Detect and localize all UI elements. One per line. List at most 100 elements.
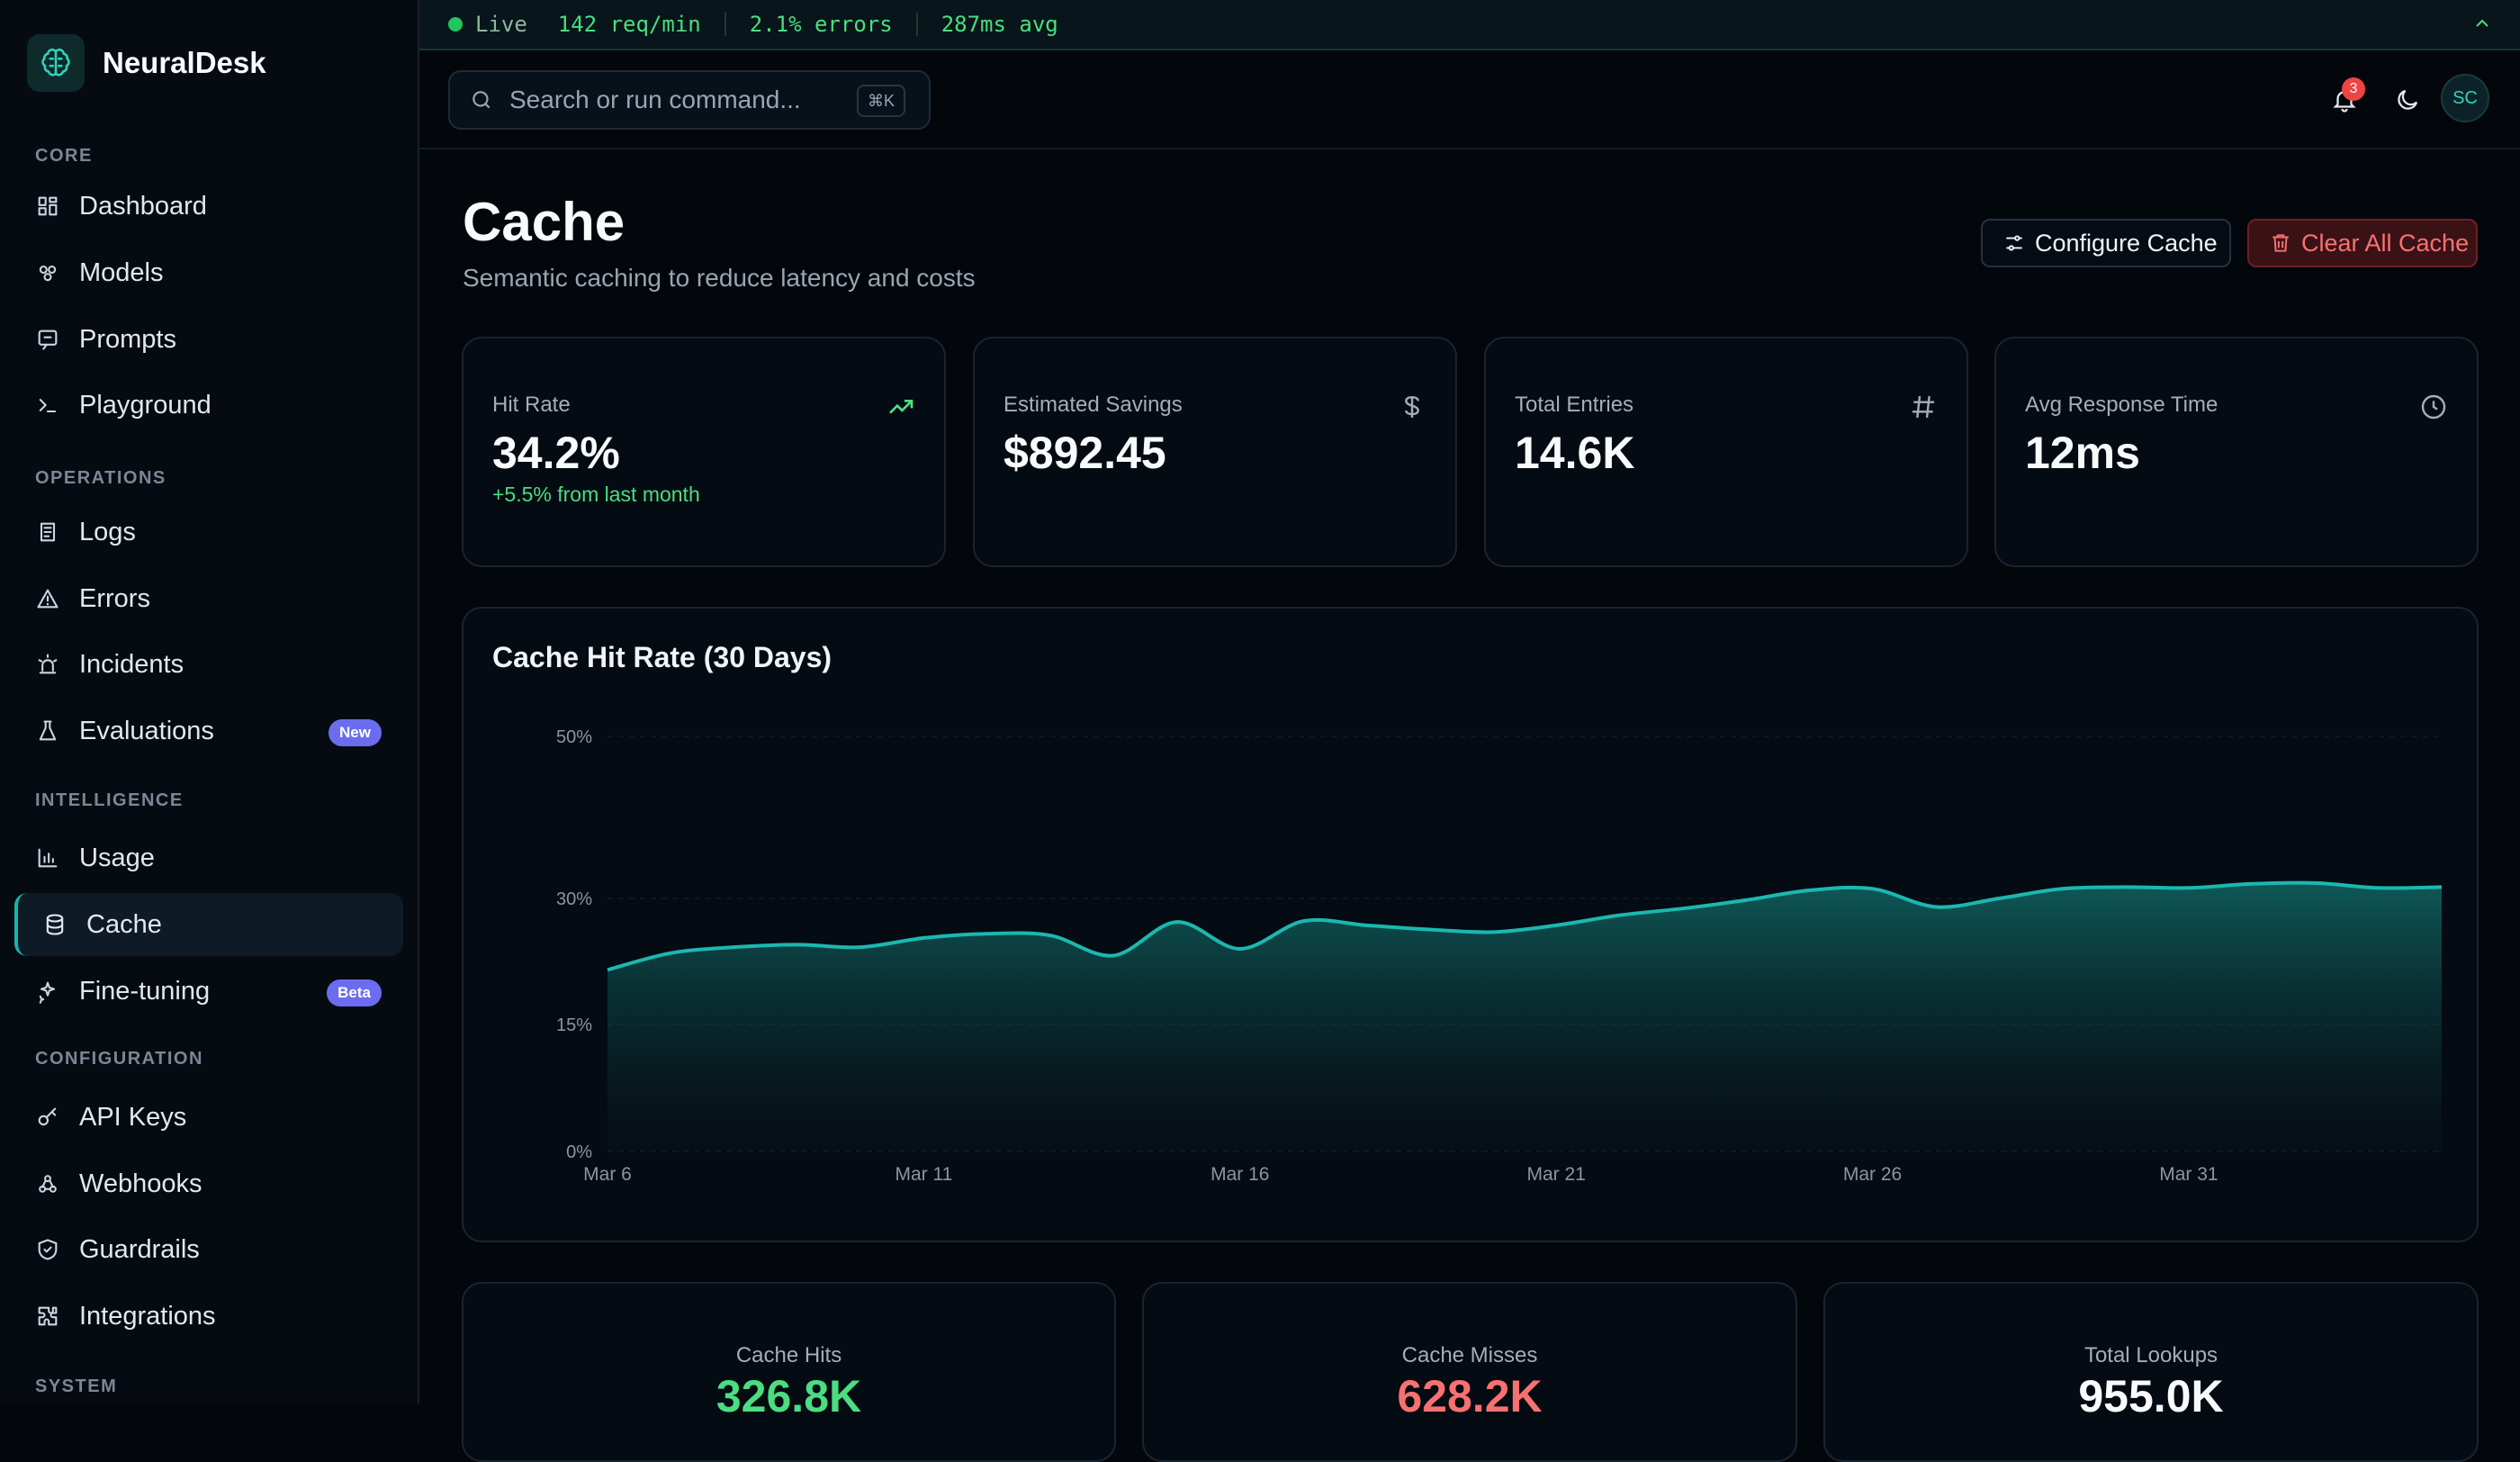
chart-title: Cache Hit Rate (30 Days)	[492, 641, 832, 673]
dashboard-icon	[34, 193, 61, 220]
summary-card-cache-misses: Cache Misses 628.2K	[1142, 1282, 1797, 1462]
webhook-icon	[34, 1170, 61, 1197]
sidebar-section-system: SYSTEM	[35, 1376, 118, 1396]
sidebar-item-cache[interactable]: Cache	[14, 893, 403, 956]
key-icon	[34, 1104, 61, 1131]
sidebar-item-badge: Beta	[327, 979, 382, 1006]
sidebar-item-errors[interactable]: Errors	[14, 567, 403, 630]
sidebar-section-intelligence: INTELLIGENCE	[35, 790, 184, 810]
user-avatar[interactable]: SC	[2441, 74, 2489, 122]
y-tick-label: 50%	[556, 727, 592, 747]
sidebar-item-models[interactable]: Models	[14, 241, 403, 304]
stat-value: 34.2%	[492, 428, 620, 478]
sidebar-section-core: CORE	[35, 146, 93, 166]
data-point	[670, 952, 671, 953]
sidebar-item-incidents[interactable]: Incidents	[14, 633, 403, 696]
summary-card-cache-hits: Cache Hits 326.8K	[462, 1282, 1116, 1462]
live-indicator-icon	[448, 17, 463, 32]
stat-card-avg-response-time: Avg Response Time 12ms	[1994, 337, 2479, 567]
sidebar-item-guardrails[interactable]: Guardrails	[14, 1218, 403, 1281]
y-tick-label: 30%	[556, 889, 592, 909]
summary-card-total-lookups: Total Lookups 955.0K	[1823, 1282, 2479, 1462]
command-search-input[interactable]: Search or run command... ⌘K	[448, 70, 931, 130]
clock-icon	[2419, 393, 2448, 426]
sidebar: NeuralDesk CORE Dashboard Models Prompts Pla…	[0, 0, 419, 1403]
y-tick-label: 0%	[566, 1142, 592, 1162]
data-point	[2125, 887, 2126, 888]
shortcut-hint: ⌘K	[856, 85, 905, 117]
bar-chart-icon	[34, 844, 61, 871]
status-bar: Live 142 req/min 2.1% errors 287ms avg	[419, 0, 2520, 50]
sparkles-icon	[34, 978, 61, 1005]
data-point	[1303, 921, 1304, 922]
theme-toggle-button[interactable]	[2385, 77, 2430, 122]
trash-icon	[2269, 231, 2292, 255]
sidebar-item-playground[interactable]: Playground	[14, 374, 403, 437]
sidebar-item-logs[interactable]: Logs	[14, 501, 403, 564]
data-point	[1809, 890, 1810, 891]
configure-cache-label: Configure Cache	[2035, 229, 2218, 257]
sidebar-item-label: Integrations	[79, 1301, 216, 1331]
stat-value: 14.6K	[1515, 428, 1635, 478]
cache-hit-rate-chart: 0% 15% 30% 50% Mar 6 Mar 11 Mar 16 Mar 21 Mar 2…	[556, 727, 2443, 1185]
data-point	[1492, 932, 1493, 933]
x-tick-label: Mar 26	[1843, 1164, 1902, 1185]
data-point	[1429, 929, 1430, 930]
requests-per-minute: 142 req/min	[557, 12, 701, 37]
sidebar-item-api-keys[interactable]: API Keys	[14, 1086, 403, 1149]
page-title: Cache	[463, 192, 626, 252]
sidebar-item-label: Dashboard	[79, 191, 207, 221]
divider	[724, 13, 726, 36]
database-icon	[41, 911, 68, 938]
stat-label: Avg Response Time	[2025, 393, 2218, 417]
brand[interactable]: NeuralDesk	[27, 34, 266, 92]
search-placeholder: Search or run command...	[509, 86, 801, 113]
notifications-button[interactable]: 3	[2322, 77, 2367, 122]
search-icon	[470, 88, 493, 112]
data-point	[2378, 888, 2379, 889]
trending-up-icon	[886, 393, 915, 426]
logs-icon	[34, 519, 61, 546]
sidebar-item-dashboard[interactable]: Dashboard	[14, 175, 403, 238]
sidebar-item-label: Models	[79, 257, 164, 287]
data-point	[1113, 955, 1114, 956]
stat-label: Total Entries	[1515, 393, 1634, 417]
sidebar-item-label: Incidents	[79, 649, 184, 679]
x-tick-label: Mar 6	[583, 1164, 632, 1185]
data-point	[2315, 882, 2316, 883]
data-point	[2252, 883, 2253, 884]
stat-card-total-entries: Total Entries 14.6K	[1484, 337, 1968, 567]
stat-card-hit-rate: Hit Rate 34.2% +5.5% from last month	[462, 337, 946, 567]
shield-icon	[34, 1236, 61, 1263]
sidebar-item-fine-tuning[interactable]: Fine-tuning Beta	[14, 960, 403, 1023]
clear-all-cache-label: Clear All Cache	[2301, 229, 2470, 257]
sidebar-item-evaluations[interactable]: Evaluations New	[14, 699, 403, 763]
clear-all-cache-button[interactable]: Clear All Cache	[2247, 219, 2478, 267]
sidebar-item-label: Prompts	[79, 324, 176, 354]
data-point	[860, 947, 861, 948]
sidebar-item-usage[interactable]: Usage	[14, 826, 403, 889]
dollar-icon	[1398, 393, 1426, 426]
stat-label: Hit Rate	[492, 393, 571, 417]
sidebar-item-label: Logs	[79, 517, 136, 546]
top-header: Search or run command... ⌘K 3 SC	[419, 50, 2520, 149]
error-rate: 2.1% errors	[749, 12, 893, 37]
x-tick-label: Mar 21	[1526, 1164, 1585, 1185]
sidebar-item-label: Cache	[86, 909, 162, 939]
prompts-icon	[34, 326, 61, 353]
sidebar-item-webhooks[interactable]: Webhooks	[14, 1152, 403, 1215]
sidebar-item-badge: New	[328, 719, 382, 746]
configure-cache-button[interactable]: Configure Cache	[1981, 219, 2231, 267]
models-icon	[34, 259, 61, 286]
hit-rate-line	[607, 880, 2443, 972]
hit-rate-area	[608, 882, 2442, 1151]
sidebar-item-label: Playground	[79, 390, 212, 420]
summary-label: Total Lookups	[2084, 1343, 2218, 1367]
sidebar-item-prompts[interactable]: Prompts	[14, 308, 403, 371]
collapse-chevron-up-icon[interactable]	[2471, 13, 2493, 40]
x-tick-label: Mar 11	[895, 1164, 952, 1185]
app-name: NeuralDesk	[103, 46, 266, 79]
x-tick-label: Mar 31	[2159, 1164, 2218, 1185]
sidebar-item-integrations[interactable]: Integrations	[14, 1285, 403, 1348]
sidebar-section-operations: OPERATIONS	[35, 468, 166, 488]
